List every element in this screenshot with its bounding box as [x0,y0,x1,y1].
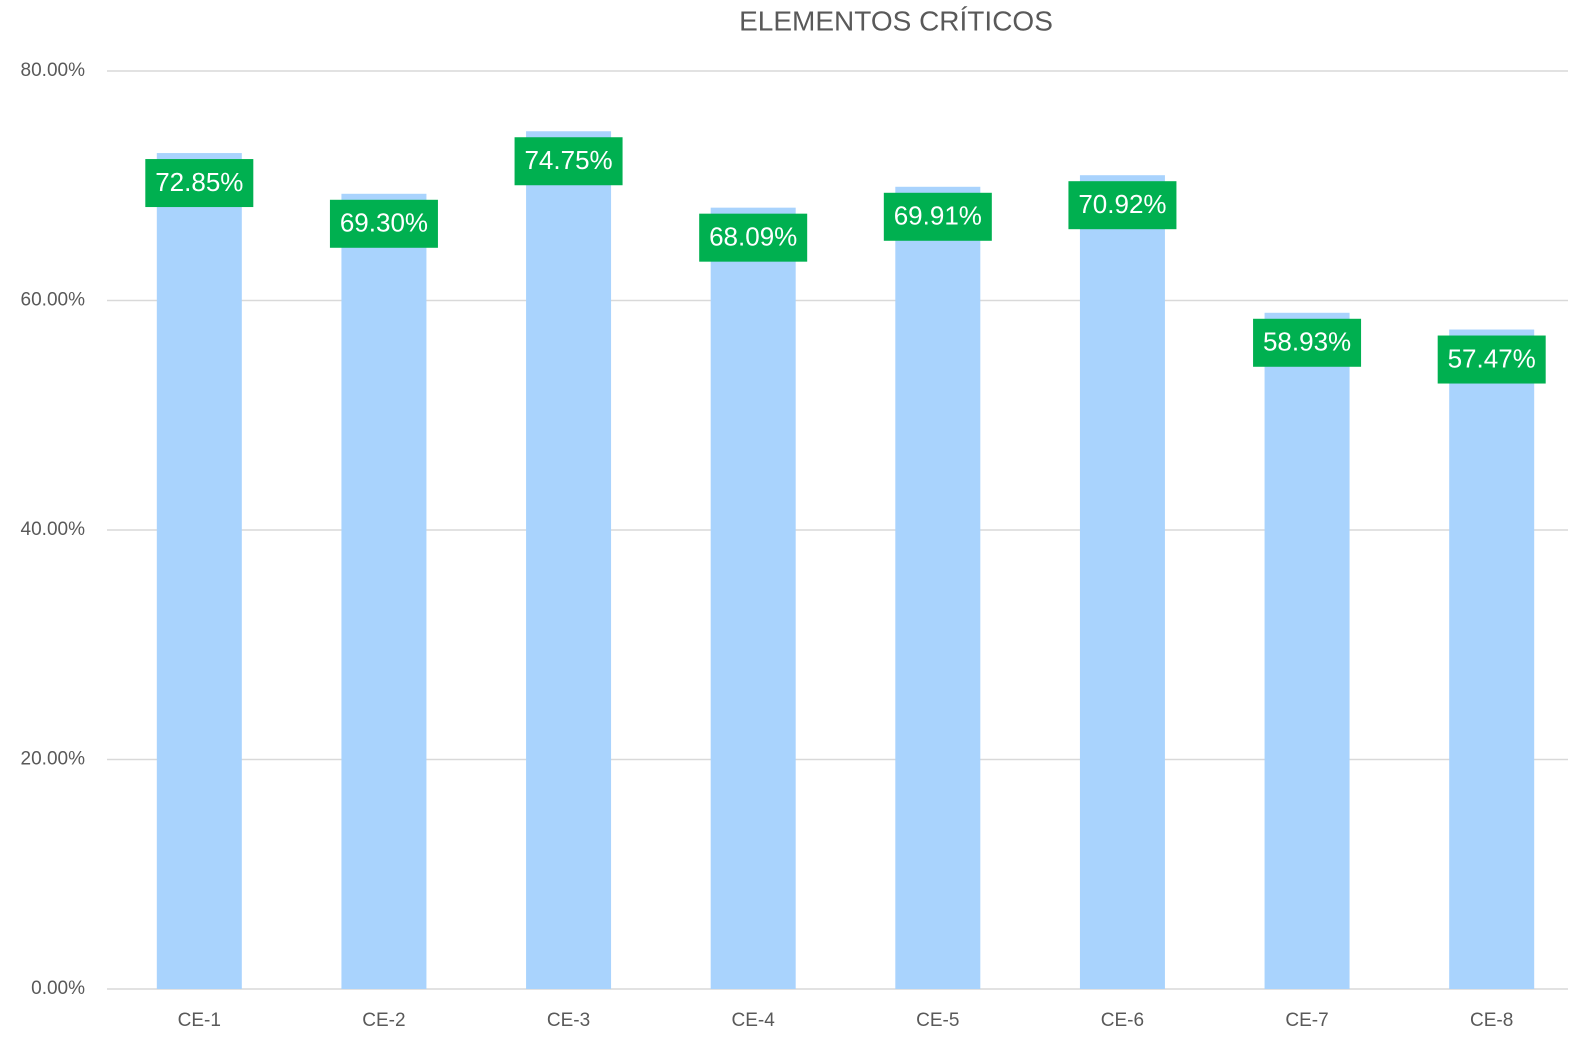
x-tick-label: CE-1 [178,1010,221,1031]
data-label: 70.92% [1078,189,1166,219]
chart-title: ELEMENTOS CRÍTICOS [739,5,1053,36]
x-tick-label: CE-2 [362,1010,405,1031]
y-tick-label: 20.00% [21,749,86,770]
data-label-box [1437,335,1546,384]
y-tick-label: 60.00% [21,290,86,311]
data-label: 69.30% [340,208,428,238]
bar [156,153,242,989]
y-tick-label: 40.00% [21,519,86,540]
bar [895,186,981,990]
data-label: 74.75% [524,145,612,175]
bar [710,207,796,990]
data-label-box [1068,181,1177,230]
data-label-box [883,192,992,241]
x-tick-label: CE-8 [1470,1010,1513,1031]
bar [341,193,427,990]
x-tick-label: CE-6 [1101,1010,1144,1031]
data-label-box [145,159,254,208]
y-tick-label: 0.00% [31,978,85,999]
data-label: 69.91% [894,201,982,231]
data-label-box [514,137,623,186]
data-label-box [699,213,808,262]
bar [526,131,612,989]
y-tick-label: 80.00% [21,60,86,81]
bar [1079,175,1165,989]
x-tick-label: CE-3 [547,1010,590,1031]
bar [1264,312,1350,989]
data-label: 68.09% [709,222,797,252]
data-label-box [1253,318,1362,367]
x-tick-label: CE-4 [732,1010,776,1031]
x-tick-label: CE-7 [1285,1010,1328,1031]
data-label-box [329,199,438,248]
bar [1449,329,1535,989]
data-label: 72.85% [155,167,243,197]
data-label: 58.93% [1263,327,1351,357]
data-label: 57.47% [1448,343,1536,373]
x-tick-label: CE-5 [916,1010,959,1031]
